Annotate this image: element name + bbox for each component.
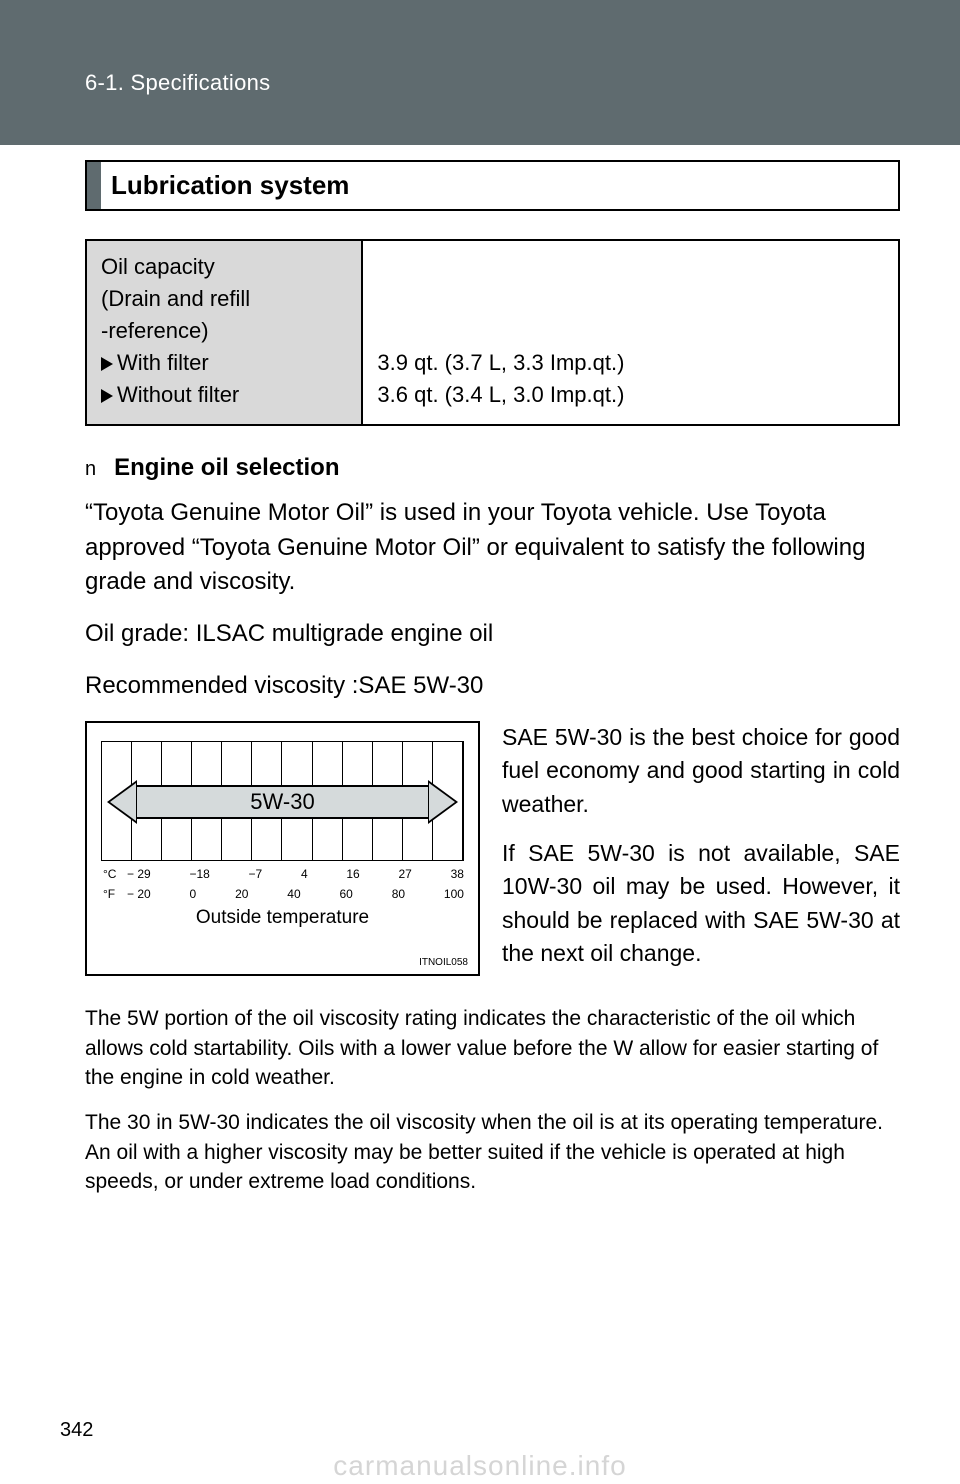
tick: − 29 [127, 867, 151, 881]
sub-heading: n Engine oil selection [85, 454, 900, 482]
section-heading: Lubrication system [85, 160, 900, 211]
footnote-1: The 5W portion of the oil viscosity rati… [85, 1004, 900, 1092]
fahrenheit-scale: °F − 20 0 20 40 60 80 100 [101, 887, 464, 901]
tick: 80 [392, 887, 405, 901]
spec-value-spacer [377, 283, 884, 315]
chart-grid: 5W-30 [101, 741, 464, 861]
page-number: 342 [60, 1419, 93, 1442]
spec-label-line: Oil capacity [101, 251, 347, 283]
viscosity-arrow-label: 5W-30 [137, 785, 428, 819]
section-heading-text: Lubrication system [101, 162, 359, 209]
spec-value-spacer [377, 251, 884, 283]
arrow-left-icon [107, 780, 137, 824]
tick: 27 [398, 867, 411, 881]
section-heading-tab [87, 162, 101, 209]
tick: −7 [249, 867, 263, 881]
celsius-unit: °C [103, 867, 127, 881]
tick: −18 [189, 867, 209, 881]
viscosity-arrow: 5W-30 [107, 780, 458, 824]
spec-value: 3.9 qt. (3.7 L, 3.3 Imp.qt.) [377, 347, 884, 379]
spec-value: 3.6 qt. (3.4 L, 3.0 Imp.qt.) [377, 379, 884, 411]
spec-item-name: With filter [117, 350, 209, 375]
sub-heading-text: Engine oil selection [114, 454, 339, 481]
viscosity-paragraph: Recommended viscosity :SAE 5W-30 [85, 669, 900, 703]
spec-value-spacer [377, 315, 884, 347]
chart-caption: Outside temperature [101, 907, 464, 929]
oil-grade-paragraph: Oil grade: ILSAC multigrade engine oil [85, 617, 900, 651]
spec-item-name: Without filter [117, 382, 239, 407]
spec-item: Without filter [101, 379, 347, 411]
chart-description: SAE 5W-30 is the best choice for good fu… [502, 721, 900, 986]
spec-label-cell: Oil capacity (Drain and refill -referenc… [86, 240, 362, 425]
triangle-icon [101, 357, 113, 371]
spec-table: Oil capacity (Drain and refill -referenc… [85, 239, 900, 426]
spec-value-cell: 3.9 qt. (3.7 L, 3.3 Imp.qt.) 3.6 qt. (3.… [362, 240, 899, 425]
spec-item: With filter [101, 347, 347, 379]
watermark: carmanualsonline.info [0, 1450, 960, 1482]
tick: − 20 [127, 887, 151, 901]
tick: 4 [301, 867, 308, 881]
table-row: Oil capacity (Drain and refill -referenc… [86, 240, 899, 425]
spec-label-line: -reference) [101, 315, 347, 347]
chart-code: ITNOIL058 [419, 957, 468, 968]
tick: 38 [451, 867, 464, 881]
tick: 16 [346, 867, 359, 881]
tick: 0 [190, 887, 197, 901]
two-column-row: 5W-30 °C − 29 −18 −7 4 16 27 38 [85, 721, 900, 986]
celsius-ticks: − 29 −18 −7 4 16 27 38 [127, 867, 464, 881]
sub-heading-marker: n [85, 458, 96, 480]
arrow-right-icon [428, 780, 458, 824]
tick: 100 [444, 887, 464, 901]
breadcrumb: 6-1. Specifications [85, 70, 270, 96]
tick: 20 [235, 887, 248, 901]
celsius-scale: °C − 29 −18 −7 4 16 27 38 [101, 867, 464, 881]
tick: 40 [287, 887, 300, 901]
spec-label-line: (Drain and refill [101, 283, 347, 315]
triangle-icon [101, 389, 113, 403]
intro-paragraph: “Toyota Genuine Motor Oil” is used in yo… [85, 496, 900, 598]
tick: 60 [339, 887, 352, 901]
right-paragraph-2: If SAE 5W-30 is not available, SAE 10W-3… [502, 837, 900, 970]
fahrenheit-ticks: − 20 0 20 40 60 80 100 [127, 887, 464, 901]
fahrenheit-unit: °F [103, 887, 127, 901]
header-band: 6-1. Specifications [0, 0, 960, 145]
right-paragraph-1: SAE 5W-30 is the best choice for good fu… [502, 721, 900, 821]
viscosity-chart: 5W-30 °C − 29 −18 −7 4 16 27 38 [85, 721, 480, 976]
page: 6-1. Specifications Lubrication system O… [0, 0, 960, 1484]
footnote-2: The 30 in 5W-30 indicates the oil viscos… [85, 1108, 900, 1196]
content-area: Lubrication system Oil capacity (Drain a… [85, 160, 900, 1213]
